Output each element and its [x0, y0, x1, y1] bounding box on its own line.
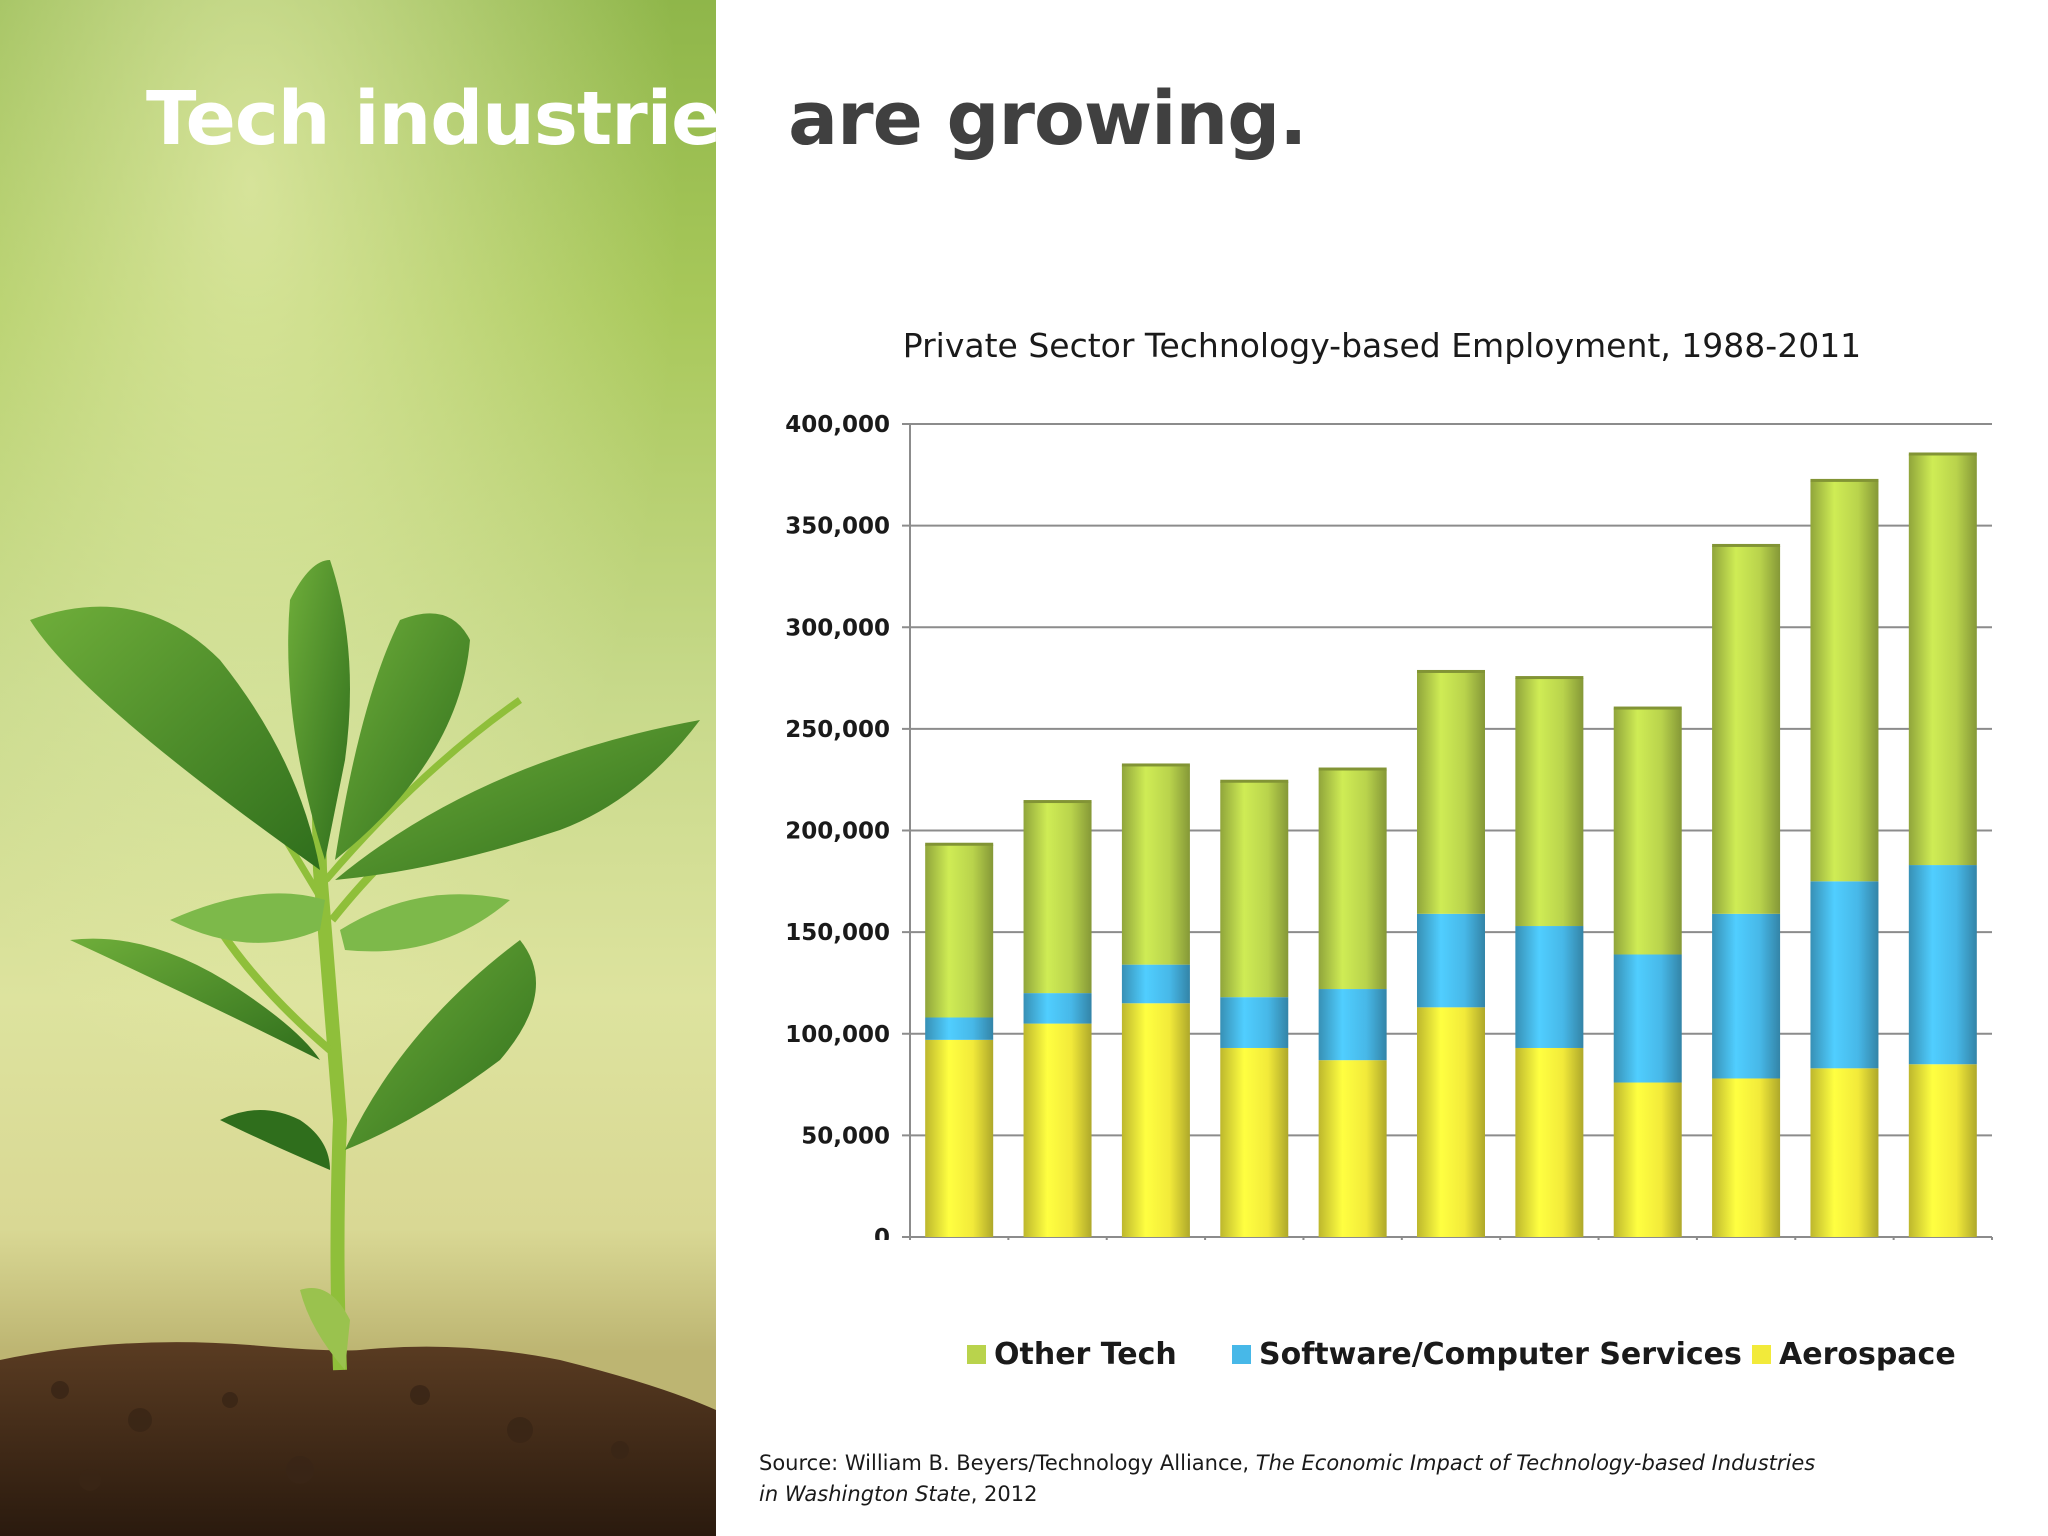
bar-other-tech-1998 [1417, 671, 1485, 914]
bar-top-edge [1417, 669, 1485, 673]
source-citation: Source: William B. Beyers/Technology All… [759, 1448, 1815, 1510]
y-tick-label: 50,000 [801, 1123, 890, 1149]
title-rest: are growing. [763, 76, 1307, 162]
bar-top-edge [1810, 478, 1879, 482]
bar-aerospace-2002 [1613, 1082, 1682, 1237]
bar-other-tech-2011 [1908, 454, 1977, 866]
legend-item-other-tech: Other Tech [967, 1337, 1177, 1372]
y-tick-label: 100,000 [785, 1022, 890, 1048]
title-highlight: Tech industries [146, 76, 764, 162]
bar-other-tech-2009 [1810, 480, 1879, 882]
source-prefix: Source: William B. Beyers/Technology All… [759, 1451, 1256, 1475]
y-tick-label: 300,000 [785, 615, 890, 641]
bar-top-edge [925, 842, 994, 846]
legend-swatch-aerospace [1752, 1345, 1771, 1364]
bar-software-computer-services-1996 [1318, 989, 1387, 1061]
bar-other-tech-1992 [1121, 765, 1190, 965]
slide-title: Tech industries are growing. [146, 82, 1307, 156]
legend-label-aerospace: Aerospace [1779, 1337, 1956, 1372]
source-line-1: Source: William B. Beyers/Technology All… [759, 1448, 1815, 1479]
source-publication-line2: in Washington State [759, 1482, 971, 1506]
y-tick-label: 200,000 [785, 819, 890, 845]
bar-software-computer-services-2007 [1712, 913, 1781, 1079]
bar-software-computer-services-1994 [1220, 997, 1289, 1048]
bar-top-edge [1023, 800, 1092, 804]
bar-top-edge [1908, 452, 1977, 456]
bar-software-computer-services-1998 [1417, 913, 1485, 1008]
legend-item-aerospace: Aerospace [1752, 1337, 1956, 1372]
bar-software-computer-services-2011 [1908, 865, 1977, 1065]
bar-software-computer-services-1988 [925, 1017, 994, 1040]
bar-software-computer-services-2000 [1515, 926, 1584, 1048]
bar-other-tech-1988 [925, 844, 994, 1018]
stacked-bar-chart: 0 50,000 100,000 150,000 200,000 250,000 300,0… [785, 412, 1993, 1240]
bar-aerospace-2007 [1712, 1078, 1781, 1237]
bar-aerospace-1990 [1023, 1023, 1092, 1237]
bar-aerospace-1988 [925, 1039, 994, 1237]
bar-software-computer-services-2009 [1810, 881, 1879, 1069]
legend-swatch-other-tech [967, 1345, 986, 1364]
bar-other-tech-2002 [1613, 708, 1682, 955]
bar-aerospace-2009 [1810, 1068, 1879, 1237]
bar-top-edge [1121, 763, 1190, 767]
bar-other-tech-1996 [1318, 769, 1387, 990]
bar-other-tech-2007 [1712, 545, 1781, 914]
source-line-2: in Washington State, 2012 [759, 1479, 1815, 1510]
legend-label-software: Software/Computer Services [1259, 1337, 1742, 1372]
y-tick-label: 400,000 [785, 412, 890, 438]
bar-top-edge [1613, 706, 1682, 710]
bar-top-edge [1712, 543, 1781, 547]
bar-aerospace-1992 [1121, 1003, 1190, 1237]
bar-top-edge [1318, 767, 1387, 771]
bar-aerospace-2011 [1908, 1064, 1977, 1237]
y-tick-label: 350,000 [785, 514, 890, 540]
plant-photo [0, 0, 716, 1536]
bar-other-tech-1990 [1023, 802, 1092, 994]
bar-other-tech-1994 [1220, 781, 1289, 998]
bar-software-computer-services-1992 [1121, 964, 1190, 1004]
chart-title: Private Sector Technology-based Employme… [902, 326, 1862, 365]
legend-swatch-software [1232, 1345, 1251, 1364]
bar-other-tech-2000 [1515, 678, 1584, 927]
bar-top-edge [1515, 676, 1584, 680]
bar-software-computer-services-2002 [1613, 954, 1682, 1083]
source-publication-line1: The Economic Impact of Technology-based … [1255, 1451, 1816, 1475]
y-tick-label: 0 [874, 1225, 890, 1240]
bar-aerospace-2000 [1515, 1047, 1584, 1237]
bar-aerospace-1994 [1220, 1047, 1289, 1237]
bar-aerospace-1998 [1417, 1007, 1485, 1237]
y-tick-label: 250,000 [785, 717, 890, 743]
seedling-illustration [0, 0, 716, 1536]
bar-software-computer-services-1990 [1023, 993, 1092, 1024]
legend-label-other-tech: Other Tech [994, 1337, 1177, 1372]
bar-top-edge [1220, 779, 1289, 783]
y-tick-label: 150,000 [785, 920, 890, 946]
legend-item-software: Software/Computer Services [1232, 1337, 1742, 1372]
source-suffix: , 2012 [970, 1482, 1038, 1506]
bar-aerospace-1996 [1318, 1060, 1387, 1237]
